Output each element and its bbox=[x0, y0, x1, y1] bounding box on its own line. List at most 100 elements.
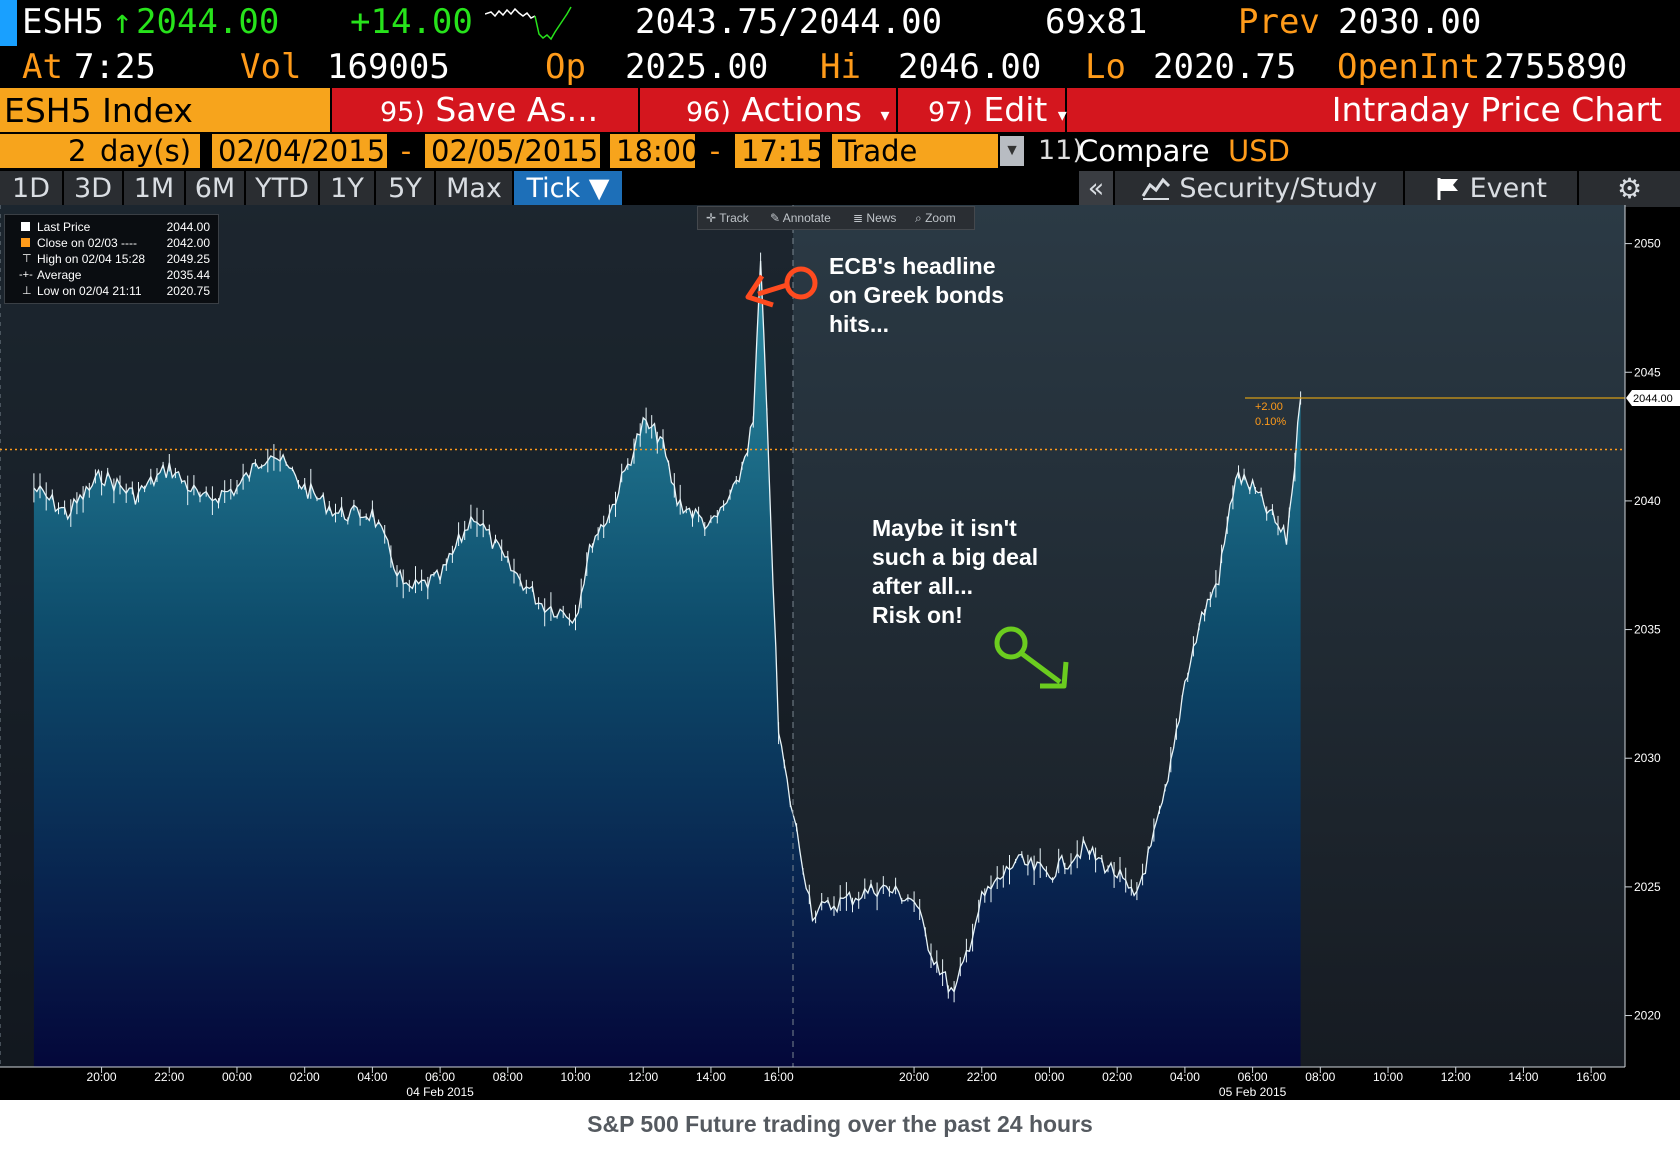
track-tool[interactable]: ✛ Track bbox=[706, 207, 749, 229]
y-tick-label: 2020 bbox=[1634, 1009, 1661, 1023]
collapse-button[interactable]: « bbox=[1079, 171, 1113, 207]
actions-button[interactable]: 96) Actions ▾ bbox=[686, 88, 889, 132]
ecb-annotation: ECB's headline on Greek bonds hits... bbox=[829, 252, 1004, 339]
zoom-tool[interactable]: ⌕ Zoom bbox=[915, 207, 956, 229]
compare-button[interactable]: Compare bbox=[1078, 134, 1210, 168]
last-price-tag: 2044.00 bbox=[1626, 389, 1680, 406]
prev-label: Prev bbox=[1238, 2, 1320, 42]
y-tick-label: 2045 bbox=[1634, 365, 1661, 379]
red-pointer-arrow-icon bbox=[745, 266, 818, 308]
annotate-tool[interactable]: ✎ Annotate bbox=[770, 207, 831, 229]
security-field[interactable]: ESH5 Index bbox=[0, 88, 330, 132]
settings-button[interactable]: ⚙ bbox=[1579, 171, 1680, 207]
tab-1y[interactable]: 1Y bbox=[320, 171, 374, 207]
y-tick-label: 2035 bbox=[1634, 623, 1661, 637]
tab-6m[interactable]: 6M bbox=[186, 171, 244, 207]
flag-icon bbox=[1437, 178, 1459, 200]
bid-ask-size: 69x81 bbox=[1045, 2, 1148, 42]
end-time-field[interactable]: 17:15 bbox=[735, 134, 825, 168]
tab-3d[interactable]: 3D bbox=[64, 171, 122, 207]
green-pointer-arrow-icon bbox=[994, 626, 1069, 689]
op-value: 2025.00 bbox=[625, 47, 769, 87]
tab-ytd[interactable]: YTD bbox=[246, 171, 318, 207]
news-tool[interactable]: ≣ News bbox=[853, 207, 896, 229]
x-tick-label: 12:00 bbox=[628, 1070, 658, 1084]
average-marker-icon: -+- bbox=[19, 269, 33, 281]
legend-value: 2035.44 bbox=[166, 268, 210, 282]
currency-label[interactable]: USD bbox=[1228, 134, 1290, 168]
legend-row-average: -+- Average 2035.44 bbox=[5, 267, 218, 283]
price-area bbox=[33, 260, 1301, 1067]
edit-button[interactable]: 97) Edit ▾ bbox=[928, 88, 1067, 132]
ticker: ESH5 bbox=[22, 2, 104, 42]
start-date-field[interactable]: 02/04/2015 bbox=[212, 134, 387, 168]
risk-line-4: Risk on! bbox=[872, 602, 963, 628]
ecb-line-3: hits... bbox=[829, 311, 890, 337]
event-button[interactable]: Event bbox=[1405, 171, 1577, 207]
risk-line-3: after all... bbox=[872, 573, 973, 599]
ecb-line-2: on Greek bonds bbox=[829, 282, 1005, 308]
security-name: ESH5 Index bbox=[4, 91, 193, 130]
actions-number: 96) bbox=[686, 97, 731, 128]
study-chart-icon bbox=[1141, 177, 1170, 200]
save-as-button[interactable]: 95) Save As... bbox=[380, 88, 598, 132]
menu-divider bbox=[896, 88, 898, 132]
legend-value: 2044.00 bbox=[166, 220, 210, 234]
tab-1m[interactable]: 1M bbox=[124, 171, 184, 207]
legend-value: 2049.25 bbox=[166, 252, 210, 266]
trade-mode-select[interactable]: Trade bbox=[832, 134, 998, 168]
hi-label: Hi bbox=[820, 47, 861, 87]
x-axis: 20:00 22:00 00:00 02:00 04:00 06:00 08:00 10:00… bbox=[87, 1067, 1606, 1099]
actions-label: Actions bbox=[741, 90, 862, 129]
last-change-label: +2.00 bbox=[1255, 401, 1283, 413]
tab-max[interactable]: Max bbox=[436, 171, 512, 207]
end-date-field[interactable]: 02/05/2015 bbox=[425, 134, 600, 168]
chart-toolbar: ✛ Track ✎ Annotate ≣ News ⌕ Zoom bbox=[697, 206, 975, 230]
legend-value: 2020.75 bbox=[166, 284, 210, 298]
gear-icon: ⚙ bbox=[1616, 172, 1643, 205]
legend-row-high: ⊤ High on 02/04 15:28 2049.25 bbox=[5, 251, 218, 267]
legend-label: High on 02/04 15:28 bbox=[37, 252, 146, 266]
y-tick-label: 2025 bbox=[1634, 880, 1661, 894]
chart-legend[interactable]: Last Price 2044.00 Close on 02/03 ---- 2… bbox=[4, 214, 219, 304]
sparkline bbox=[485, 6, 572, 41]
tab-1d[interactable]: 1D bbox=[0, 171, 62, 207]
news-icon: ≣ bbox=[853, 211, 864, 225]
legend-label: Average bbox=[37, 268, 82, 282]
magnifier-icon: ⌕ bbox=[915, 211, 922, 225]
time-dash: - bbox=[697, 134, 733, 168]
low-marker-icon: ⊥ bbox=[22, 285, 32, 297]
legend-value: 2042.00 bbox=[166, 236, 210, 250]
menu-bar bbox=[332, 88, 1680, 132]
last-price-tag-text: 2044.00 bbox=[1633, 393, 1673, 405]
days-field[interactable]: 2 day(s) bbox=[0, 134, 200, 168]
legend-label: Close on 02/03 ---- bbox=[37, 236, 138, 250]
intraday-chart[interactable]: 2020 2025 2030 2035 2040 2045 2050 20:00 22:00 0… bbox=[0, 205, 1680, 1100]
start-time-field[interactable]: 18:00 bbox=[610, 134, 700, 168]
save-as-number: 95) bbox=[380, 97, 425, 128]
lo-value: 2020.75 bbox=[1153, 47, 1297, 87]
days-label: day(s) bbox=[100, 134, 192, 168]
net-change: +14.00 bbox=[350, 2, 473, 42]
x-tick-label: 20:00 bbox=[899, 1070, 929, 1084]
tab-5y[interactable]: 5Y bbox=[376, 171, 434, 207]
x-tick-label: 20:00 bbox=[87, 1070, 117, 1084]
dropdown-arrow-icon: ▾ bbox=[880, 105, 890, 126]
x-tick-label: 02:00 bbox=[1102, 1070, 1132, 1084]
figure-caption: S&P 500 Future trading over the past 24 … bbox=[587, 1111, 1093, 1137]
security-study-button[interactable]: Security/Study bbox=[1115, 171, 1403, 207]
news-label: News bbox=[866, 211, 897, 225]
mode-dropdown-icon[interactable]: ▼ bbox=[1000, 136, 1024, 166]
x-tick-label: 06:00 bbox=[1238, 1070, 1268, 1084]
high-marker-icon: ⊤ bbox=[22, 253, 32, 265]
last-pct-label: 0.10% bbox=[1255, 416, 1286, 428]
menu-divider bbox=[1065, 88, 1067, 132]
x-tick-label: 08:00 bbox=[1305, 1070, 1335, 1084]
active-panel-indicator bbox=[0, 0, 17, 46]
tab-tick[interactable]: Tick ▼ bbox=[514, 171, 622, 207]
x-tick-label: 08:00 bbox=[493, 1070, 523, 1084]
prev-value: 2030.00 bbox=[1338, 2, 1482, 42]
risk-on-annotation: Maybe it isn't such a big deal after all… bbox=[872, 514, 1038, 630]
crosshair-icon: ✛ bbox=[706, 211, 717, 225]
legend-swatch-orange bbox=[21, 238, 30, 247]
